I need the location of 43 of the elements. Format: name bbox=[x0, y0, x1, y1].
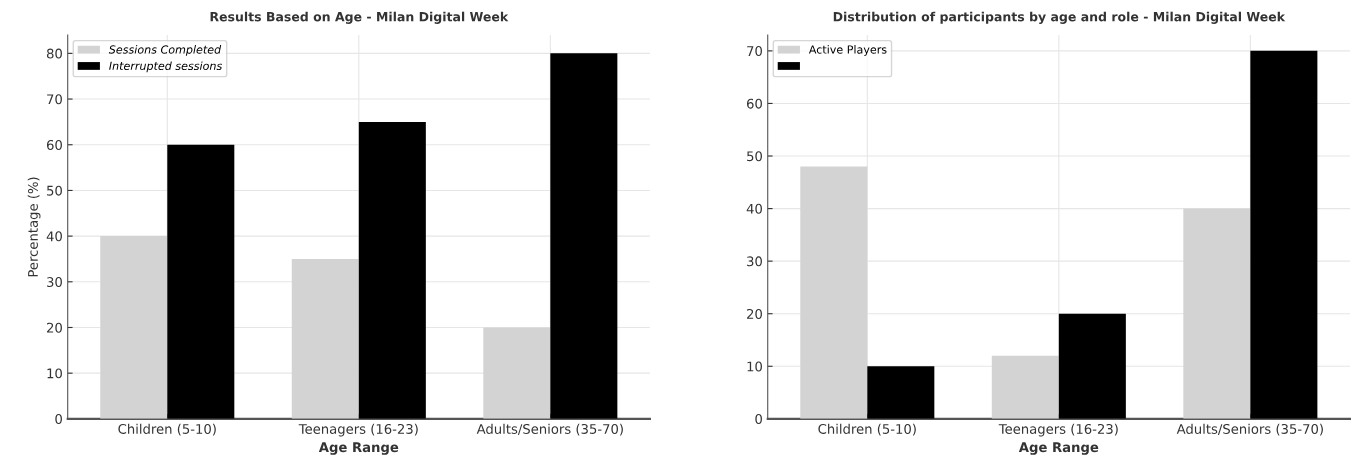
y-tick-label: 30 bbox=[47, 277, 62, 287]
legend-label: Sessions Completed bbox=[108, 45, 222, 56]
x-tick-label: Adults/Seniors (35-70) bbox=[1176, 423, 1323, 436]
bar bbox=[167, 144, 235, 419]
x-tick-label: Children (5-10) bbox=[818, 423, 916, 436]
chart-title: Distribution of participants by age and role - Milan Digital Week bbox=[833, 11, 1286, 24]
x-axis-title: Age Range bbox=[1018, 442, 1099, 455]
y-tick-label: 0 bbox=[755, 414, 762, 425]
bar bbox=[483, 327, 551, 419]
bar bbox=[100, 236, 168, 419]
x-axis-title: Age Range bbox=[318, 442, 399, 455]
bar bbox=[991, 355, 1059, 419]
y-tick-label: 10 bbox=[47, 368, 62, 379]
y-tick-label: 60 bbox=[46, 139, 62, 150]
y-tick-label: 20 bbox=[47, 322, 62, 333]
bar bbox=[867, 366, 935, 419]
y-tick-label: 80 bbox=[46, 48, 62, 59]
y-tick-label: 70 bbox=[47, 94, 62, 105]
y-tick-label: 10 bbox=[747, 361, 762, 372]
bar bbox=[550, 53, 618, 419]
y-tick-label: 50 bbox=[747, 151, 762, 162]
bar bbox=[1250, 50, 1318, 419]
x-tick-label: Teenagers (16-23) bbox=[298, 423, 418, 437]
y-tick-label: 70 bbox=[747, 46, 762, 57]
y-tick-label: 0 bbox=[55, 414, 62, 425]
y-tick-label: 50 bbox=[47, 185, 62, 196]
x-tick-label: Children (5-10) bbox=[118, 423, 216, 436]
x-tick-label: Teenagers (16-23) bbox=[998, 423, 1118, 437]
y-tick-label: 60 bbox=[746, 98, 762, 109]
y-tick-label: 40 bbox=[46, 231, 62, 242]
bar bbox=[291, 258, 359, 419]
y-tick-label: 40 bbox=[746, 203, 762, 214]
legend-label: Active Players bbox=[808, 45, 887, 56]
x-tick-label: Adults/Seniors (35-70) bbox=[476, 423, 623, 436]
y-tick-label: 30 bbox=[747, 256, 762, 267]
chart-title: Results Based on Age - Milan Digital Week bbox=[210, 11, 509, 24]
legend-label: Interrupted sessions bbox=[109, 61, 223, 73]
bar bbox=[800, 166, 868, 419]
bar bbox=[358, 121, 426, 419]
bar bbox=[1058, 313, 1126, 419]
y-tick-label: 20 bbox=[747, 308, 762, 319]
y-axis-title: Percentage (%) bbox=[27, 177, 41, 277]
bar bbox=[1183, 208, 1251, 419]
